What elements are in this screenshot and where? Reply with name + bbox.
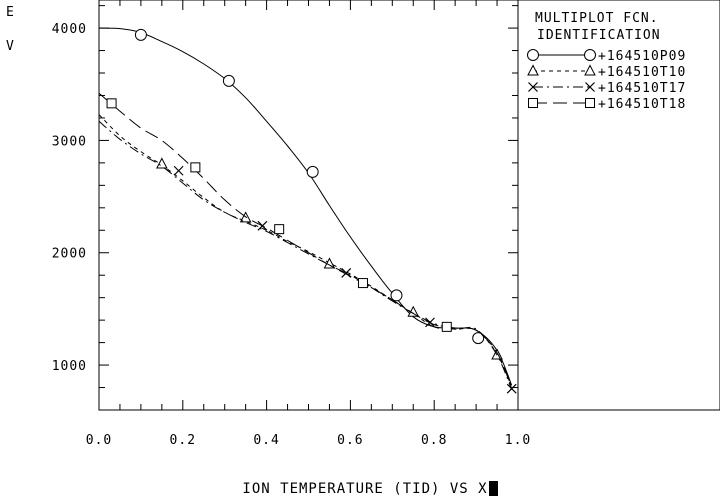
y-tick-label: 2000 <box>52 247 87 262</box>
legend-marker-start-x <box>528 82 538 92</box>
legend-panel <box>517 0 720 411</box>
legend-label-2: +164510T10 <box>598 65 686 80</box>
series-3-marker-x <box>506 383 517 394</box>
series-line-2 <box>98 114 513 388</box>
series-1-marker-circle <box>306 165 319 178</box>
y-tick-label: 4000 <box>52 22 87 37</box>
series-1-marker-circle <box>222 74 235 87</box>
chart: E V 0.0 0.2 0.4 0.6 0.8 1.0 1000 2000 3000 4000 M… <box>6 0 720 448</box>
plot-frame <box>98 0 519 411</box>
series-line-4 <box>98 92 513 388</box>
legend-marker-end-circle <box>584 49 596 61</box>
legend-title-line-2: IDENTIFICATION <box>537 28 661 43</box>
series-4-marker-square <box>274 224 285 235</box>
axis-tick-labels: 0.0 0.2 0.4 0.6 0.8 1.0 1000 2000 3000 4000 <box>52 22 531 448</box>
legend-marker-end-square <box>585 98 595 108</box>
legend-label-1: +164510P09 <box>598 49 686 64</box>
series-1-marker-circle <box>134 28 147 41</box>
y-axis-label-line-1: E <box>6 5 15 20</box>
x-tick-label: 1.0 <box>505 433 531 448</box>
legend-label-3: +164510T17 <box>598 81 686 96</box>
y-axis-label-line-2: V <box>6 39 15 54</box>
legend-title-line-1: MULTIPLOT FCN. <box>535 11 659 26</box>
series-4-marker-square <box>357 278 368 289</box>
x-tick-label: 0.2 <box>170 433 196 448</box>
series-3-marker-x <box>173 165 184 176</box>
legend-marker-start-circle <box>527 49 539 61</box>
series-2-marker-triangle <box>156 157 168 169</box>
x-axis-label: ION TEMPERATURE (TID) VS X <box>0 481 720 497</box>
legend-label-4: +164510T18 <box>598 97 686 112</box>
y-tick-label: 3000 <box>52 134 87 149</box>
series-4-marker-square <box>106 98 117 109</box>
series-1-marker-circle <box>390 289 403 302</box>
y-tick-label: 1000 <box>52 359 87 374</box>
series-4-marker-square <box>190 162 201 173</box>
x-tick-label: 0.6 <box>337 433 363 448</box>
x-tick-label: 0.4 <box>253 433 279 448</box>
x-tick-label: 0.0 <box>86 433 112 448</box>
x-tick-label: 0.8 <box>421 433 447 448</box>
legend: MULTIPLOT FCN. IDENTIFICATION +164510P09… <box>527 11 686 112</box>
legend-marker-end-triangle <box>584 64 596 76</box>
legend-marker-start-triangle <box>527 64 539 76</box>
legend-marker-end-x <box>585 82 595 92</box>
legend-marker-start-square <box>528 98 538 108</box>
series-1-marker-circle <box>472 332 485 345</box>
x-axis-label-text: ION TEMPERATURE (TID) VS X <box>242 481 488 497</box>
series-4-marker-square <box>441 321 452 332</box>
text-cursor <box>488 481 498 496</box>
series-group <box>98 27 517 394</box>
axis-ticks <box>98 0 519 410</box>
